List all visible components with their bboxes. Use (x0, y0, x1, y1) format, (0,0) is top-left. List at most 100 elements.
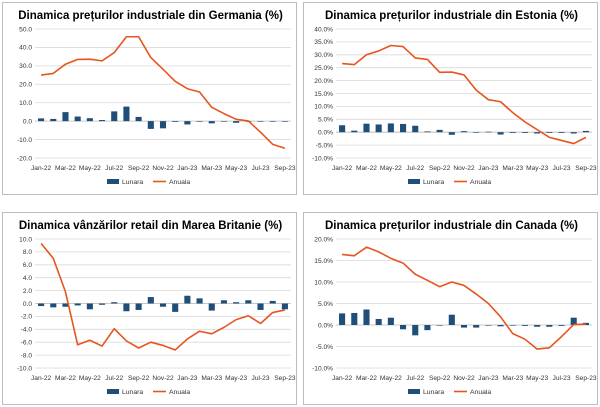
legend: Lunara Anuala (408, 179, 491, 186)
bar-lunara (400, 123, 407, 133)
y-tick-label: -4.0 (21, 327, 33, 334)
chart-uk-retail: Dinamica vânzărilor retail din Marea Bri… (17, 220, 296, 396)
y-tick-label: 40.0% (314, 26, 333, 33)
bar-lunara (339, 313, 346, 325)
x-tick-label: Jan-23 (177, 165, 197, 172)
y-tick-label: 10.0% (314, 279, 333, 286)
bar-lunara (558, 325, 565, 326)
bar-lunara (233, 302, 240, 304)
x-tick-label: Mar-22 (55, 165, 76, 172)
x-tick-label: Mar-22 (356, 165, 377, 172)
bar-lunara (159, 303, 167, 307)
chart-title: Dinamica prețurilor industriale din Germ… (18, 10, 283, 22)
y-tick-label: 0.0 (23, 301, 32, 308)
y-tick-label: -2.0 (21, 314, 33, 321)
x-tick-label: Sep-22 (128, 375, 150, 382)
legend-label-anuala: Anuala (470, 389, 491, 396)
bar-lunara (257, 121, 264, 122)
legend-swatch-lunara (107, 389, 119, 394)
x-tick-label: May-22 (380, 165, 402, 172)
bar-lunara (111, 111, 118, 122)
bar-lunara (208, 121, 215, 124)
chart-estonia: Dinamica prețurilor industriale din Esto… (312, 10, 597, 186)
y-tick-label: 8.0 (23, 249, 32, 256)
y-tick-label: 20.0 (19, 82, 32, 89)
x-tick-label: Sep-22 (128, 165, 150, 172)
bar-lunara (473, 325, 480, 328)
y-tick-label: -5.0% (316, 142, 333, 149)
y-tick-label: -10.0% (312, 155, 333, 162)
bar-lunara (269, 300, 276, 304)
bar-lunara (135, 303, 142, 310)
x-tick-label: May-23 (225, 375, 247, 382)
bar-lunara (448, 132, 455, 135)
bar-lunara (172, 303, 179, 312)
y-tick-label: 2.0 (23, 288, 32, 295)
bar-lunara (147, 297, 154, 304)
bar-lunara (570, 132, 577, 134)
x-tick-label: Mar-23 (502, 165, 523, 172)
bar-lunara (123, 106, 130, 122)
bar-lunara (38, 118, 45, 122)
bar-lunara (123, 303, 130, 312)
bar-lunara (62, 112, 69, 122)
x-tick-label: May-23 (225, 165, 247, 172)
y-tick-label: 40.0 (19, 45, 32, 52)
bar-lunara (497, 132, 504, 135)
y-tick-label: 4.0 (23, 275, 32, 282)
chart-panel-canada: Dinamica prețurilor industriale din Cana… (303, 212, 598, 405)
chart-title: Dinamica prețurilor industriale din Cana… (325, 220, 578, 232)
bar-lunara (521, 132, 528, 133)
x-tick-label: Jan-22 (31, 165, 51, 172)
bar-lunara (485, 325, 492, 326)
x-tick-label: Sep-23 (274, 165, 296, 172)
legend-label-anuala: Anuala (169, 389, 190, 396)
y-tick-label: 0.0% (318, 130, 333, 137)
bar-lunara (281, 121, 288, 122)
x-tick-label: Jan-22 (332, 165, 352, 172)
y-tick-label: 5.0% (318, 301, 333, 308)
legend-swatch-lunara (408, 179, 420, 184)
bar-lunara (74, 116, 81, 122)
bar-lunara (436, 129, 443, 133)
legend-label-lunara: Lunara (122, 389, 143, 396)
y-tick-label: 5.0% (318, 117, 333, 124)
chart-title: Dinamica prețurilor industriale din Esto… (325, 10, 578, 22)
y-tick-label: 25.0% (314, 65, 333, 72)
x-tick-label: Jan-23 (478, 165, 498, 172)
bar-lunara (412, 325, 419, 336)
bar-lunara (473, 132, 480, 133)
x-tick-label: Mar-23 (201, 375, 222, 382)
y-tick-label: 10.0 (19, 236, 32, 243)
chart-panel-uk-retail: Dinamica vânzărilor retail din Marea Bri… (2, 212, 297, 405)
bar-lunara (375, 124, 382, 133)
bar-lunara (582, 130, 589, 133)
legend: Lunara Anuala (107, 179, 190, 186)
bar-lunara (509, 325, 516, 326)
bar-lunara (172, 121, 179, 122)
x-tick-label: May-22 (79, 375, 101, 382)
x-tick-label: Nov-22 (453, 375, 475, 382)
y-tick-label: 35.0% (314, 39, 333, 46)
chart-panel-germany: Dinamica prețurilor industriale din Germ… (2, 2, 297, 195)
bar-lunara (375, 318, 382, 325)
bar-lunara (184, 121, 191, 125)
x-tick-label: Nov-22 (453, 165, 475, 172)
chart-canada: Dinamica prețurilor industriale din Cana… (312, 220, 597, 396)
chart-title: Dinamica vânzărilor retail din Marea Bri… (19, 220, 282, 232)
x-tick-label: Mar-23 (502, 375, 523, 382)
bar-lunara (99, 303, 106, 305)
line-anuala (40, 35, 286, 149)
y-tick-label: -20.0 (17, 155, 32, 162)
bar-lunara (570, 317, 577, 325)
legend-label-anuala: Anuala (169, 179, 190, 186)
x-tick-label: May-23 (526, 165, 548, 172)
bar-lunara (86, 118, 93, 122)
line-anuala (342, 246, 586, 350)
bar-lunara (509, 132, 516, 133)
bar-lunara (363, 309, 370, 325)
bar-lunara (412, 125, 419, 133)
bar-lunara (135, 116, 142, 122)
y-tick-label: 0.0 (23, 118, 32, 125)
x-tick-label: May-22 (380, 375, 402, 382)
